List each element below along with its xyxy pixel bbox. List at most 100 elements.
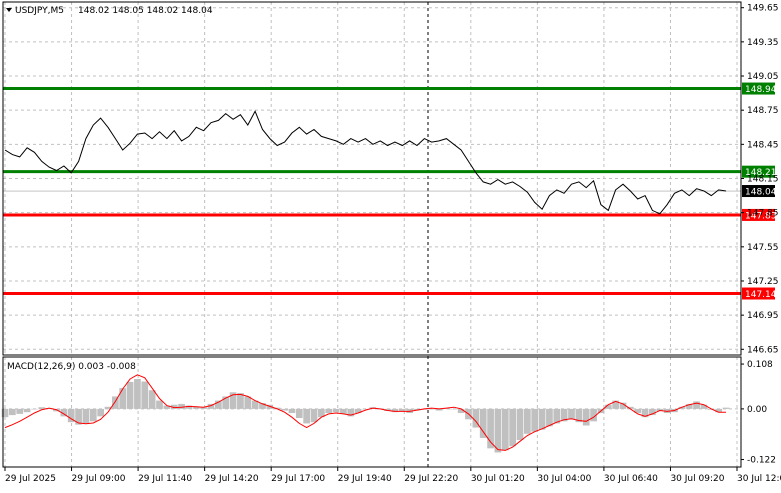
x-tick-label: 30 Jul 12:00 xyxy=(737,474,781,484)
macd-histogram-bar xyxy=(656,408,664,411)
macd-histogram-bar xyxy=(398,408,406,412)
macd-histogram-bar xyxy=(60,408,68,417)
macd-histogram-bar xyxy=(310,408,318,423)
macd-histogram-bar xyxy=(237,393,244,409)
x-tick-label: 30 Jul 04:00 xyxy=(537,474,591,484)
level-tag-bg xyxy=(742,165,775,178)
macd-histogram-bar xyxy=(82,408,90,424)
current-price-tag-label: 148.04 xyxy=(745,188,777,198)
price-line xyxy=(4,110,727,215)
macd-histogram-bar xyxy=(700,404,708,409)
grid xyxy=(3,2,741,467)
macd-histogram-bar xyxy=(450,408,458,410)
macd-histogram-bar xyxy=(509,408,517,447)
macd-histogram-bar xyxy=(472,408,480,428)
macd-histogram-bar xyxy=(67,408,75,423)
x-tick-label: 29 Jul 17:00 xyxy=(271,474,325,484)
macd-histogram-bar xyxy=(317,408,325,418)
x-tick-label: 30 Jul 01:20 xyxy=(471,474,525,484)
macd-histogram-bar xyxy=(641,408,649,418)
macd-histogram-bar xyxy=(457,408,465,414)
macd-histogram-bar xyxy=(678,406,686,409)
macd-histogram-bar xyxy=(428,408,436,410)
macd-histogram-bar xyxy=(494,408,502,453)
macd-histogram-bar xyxy=(163,405,171,409)
x-tick-label: 29 Jul 19:40 xyxy=(338,474,392,484)
macd-histogram-bar xyxy=(634,408,642,414)
macd-histogram-bar xyxy=(384,408,391,411)
macd-histogram-bar xyxy=(119,388,127,409)
macd-histogram-bar xyxy=(516,408,524,441)
macd-histogram-bar xyxy=(251,400,259,409)
x-tick-label: 29 Jul 09:00 xyxy=(72,474,126,484)
macd-histogram-bar xyxy=(222,396,230,409)
x-tick-label: 29 Jul 11:40 xyxy=(138,474,192,484)
macd-histogram-bar xyxy=(604,404,612,409)
macd-histogram-bar xyxy=(207,403,215,409)
macd-histogram-bar xyxy=(553,408,561,424)
macd-histogram-bar xyxy=(619,402,627,409)
macd-histogram-bar xyxy=(523,408,531,434)
macd-histogram-bar xyxy=(347,408,355,417)
y-tick-label: 148.75 xyxy=(747,106,779,116)
macd-histogram-bar xyxy=(649,408,656,416)
macd-histogram-bar xyxy=(170,404,178,409)
macd-histogram-bar xyxy=(134,379,141,409)
macd-histogram-bar xyxy=(281,408,288,411)
macd-histogram-bar xyxy=(38,407,46,409)
axes: 149.65 149.35 149.05 148.75 148.45 148.15 147.… xyxy=(4,4,781,484)
macd-histogram-bar xyxy=(31,408,38,410)
macd-histogram-bar xyxy=(354,408,362,414)
symbol-label: USDJPY,M5 xyxy=(15,6,64,16)
macd-histogram-bar xyxy=(295,408,303,419)
macd-histogram-bar xyxy=(685,403,693,409)
macd-histogram-bar xyxy=(89,408,97,422)
macd-histogram-bar xyxy=(23,408,31,413)
macd-histogram-bar xyxy=(104,406,112,409)
macd-histogram-bar xyxy=(340,408,347,414)
macd-histogram-bar xyxy=(178,403,185,409)
macd-histogram-bar xyxy=(568,408,575,420)
macd-histogram-bar xyxy=(487,408,494,449)
macd-histogram-bar xyxy=(214,400,222,409)
level-tag-label: 147.83 xyxy=(745,211,777,221)
macd-histogram-bar xyxy=(259,403,266,409)
macd-histogram-bar xyxy=(97,408,105,417)
y-tick-label: 148.45 xyxy=(747,140,779,150)
macd-histogram-bar xyxy=(531,408,539,432)
price-pane xyxy=(4,110,727,215)
chart-header: USDJPY,M5 148.02 148.05 148.02 148.04 MA… xyxy=(6,6,213,372)
y-tick-label: 149.65 xyxy=(747,4,779,14)
macd-histogram-bar xyxy=(391,408,399,413)
macd-histogram-bar xyxy=(111,396,119,409)
macd-histogram-bar xyxy=(693,401,700,409)
level-tag-bg xyxy=(742,287,775,300)
macd-signal-line xyxy=(4,374,726,451)
macd-histogram-bar xyxy=(1,408,9,418)
macd-histogram-bar xyxy=(273,407,281,409)
macd-histogram-bar xyxy=(538,408,546,430)
y-tick-label: 146.95 xyxy=(747,311,779,321)
level-tag-label: 148.94 xyxy=(745,85,777,95)
macd-histogram-bar xyxy=(288,408,296,414)
macd-y-tick-label: 0.108 xyxy=(747,360,773,370)
x-tick-label: 30 Jul 06:40 xyxy=(604,474,658,484)
macd-label: MACD(12,26,9) 0.003 -0.008 xyxy=(7,362,136,372)
macd-pane xyxy=(1,374,730,453)
y-tick-label: 148.15 xyxy=(747,175,779,185)
macd-histogram-bar xyxy=(16,408,24,414)
y-tick-label: 147.25 xyxy=(747,277,779,287)
macd-histogram-bar xyxy=(590,408,597,422)
ohlc-label: 148.02 148.05 148.02 148.04 xyxy=(78,6,213,16)
macd-histogram-bar xyxy=(626,406,634,409)
macd-histogram-bar xyxy=(501,408,509,451)
x-tick-label: 29 Jul 14:20 xyxy=(205,474,259,484)
header-dropdown-icon[interactable] xyxy=(6,8,12,12)
level-tag-bg xyxy=(742,208,775,221)
macd-histogram-bar xyxy=(722,407,730,409)
level-tag-label: 148.21 xyxy=(745,168,777,178)
macd-histogram-bar xyxy=(362,408,369,410)
macd-histogram-bar xyxy=(141,381,149,409)
